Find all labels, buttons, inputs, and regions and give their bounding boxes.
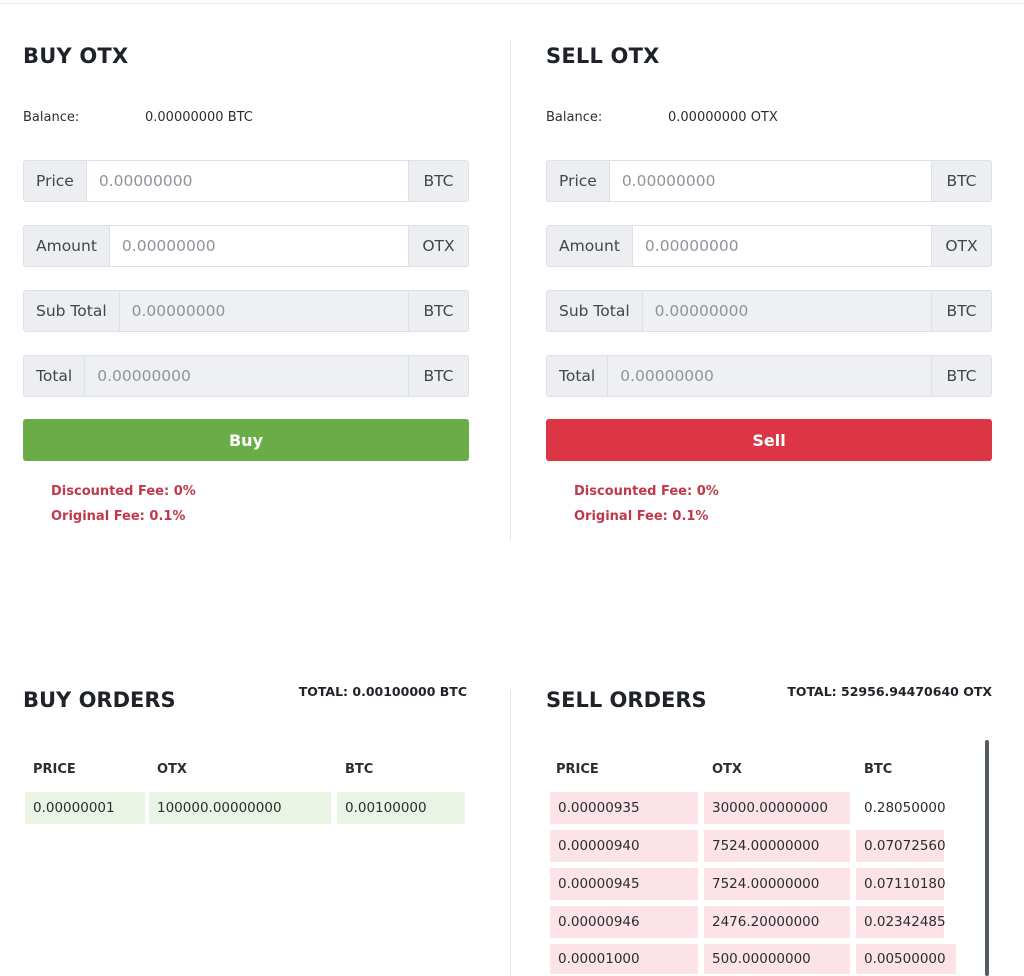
sell-price-label: Price — [547, 161, 610, 201]
sell-order-otx: 30000.00000000 — [704, 792, 850, 824]
sell-order-price: 0.00000946 — [550, 906, 698, 938]
sell-subtotal-unit: BTC — [931, 291, 991, 331]
buy-balance: Balance: 0.00000000 BTC — [23, 110, 253, 125]
sell-order-otx: 2476.20000000 — [704, 906, 850, 938]
buy-col-btc: BTC — [345, 762, 374, 777]
buy-col-price: PRICE — [33, 762, 76, 777]
sell-balance-label: Balance: — [546, 110, 603, 125]
sell-total-group: Total BTC — [546, 355, 992, 397]
sell-order-price: 0.00000945 — [550, 868, 698, 900]
buy-orders-total: TOTAL: 0.00100000 BTC — [298, 684, 467, 699]
sell-total-label: Total — [547, 356, 609, 396]
sell-order-price: 0.00000940 — [550, 830, 698, 862]
buy-orders-title: BUY ORDERS — [23, 688, 176, 712]
sell-amount-group: Amount OTX — [546, 225, 992, 267]
sell-amount-label: Amount — [547, 226, 633, 266]
buy-total-field — [85, 356, 408, 396]
sell-order-btc: 0.00500000 — [856, 944, 956, 974]
buy-col-otx: OTX — [157, 762, 187, 777]
sell-subtotal-label: Sub Total — [547, 291, 643, 331]
sell-form-title: SELL OTX — [546, 44, 660, 68]
buy-original-fee: Original Fee: 0.1% — [51, 509, 186, 524]
buy-total-label: Total — [24, 356, 86, 396]
sell-price-unit: BTC — [931, 161, 991, 201]
sell-amount-input[interactable] — [632, 226, 931, 266]
sell-orders: SELL ORDERS TOTAL: 52956.94470640 OTX PR… — [546, 684, 992, 976]
top-border — [0, 0, 1024, 4]
sell-form: SELL OTX Balance: 0.00000000 OTX Price B… — [546, 44, 992, 534]
buy-price-unit: BTC — [408, 161, 468, 201]
sell-order-price: 0.00000935 — [550, 792, 698, 824]
buy-amount-input[interactable] — [109, 226, 408, 266]
sell-amount-unit: OTX — [931, 226, 991, 266]
sell-price-input[interactable] — [609, 161, 931, 201]
sell-total-unit: BTC — [931, 356, 991, 396]
sell-subtotal-group: Sub Total BTC — [546, 290, 992, 332]
buy-balance-value: 0.00000000 BTC — [145, 110, 253, 125]
sell-order-otx: 500.00000000 — [704, 944, 850, 974]
sell-order-btc: 0.07072560 — [856, 830, 946, 862]
buy-subtotal-label: Sub Total — [24, 291, 120, 331]
buy-order-price: 0.00000001 — [25, 792, 145, 824]
buy-amount-unit: OTX — [408, 226, 468, 266]
buy-price-input[interactable] — [86, 161, 408, 201]
sell-orders-title: SELL ORDERS — [546, 688, 707, 712]
buy-discounted-fee: Discounted Fee: 0% — [51, 484, 196, 499]
buy-price-label: Price — [24, 161, 87, 201]
sell-order-btc: 0.02342485 — [856, 906, 946, 938]
buy-subtotal-group: Sub Total BTC — [23, 290, 469, 332]
buy-button[interactable]: Buy — [23, 419, 469, 461]
buy-amount-label: Amount — [24, 226, 110, 266]
sell-price-group: Price BTC — [546, 160, 992, 202]
sell-orders-scrollbar[interactable] — [985, 740, 989, 976]
orders-divider — [510, 690, 511, 976]
buy-form: BUY OTX Balance: 0.00000000 BTC Price BT… — [23, 44, 469, 534]
buy-total-group: Total BTC — [23, 355, 469, 397]
buy-price-group: Price BTC — [23, 160, 469, 202]
sell-order-otx: 7524.00000000 — [704, 830, 850, 862]
sell-discounted-fee: Discounted Fee: 0% — [574, 484, 719, 499]
buy-order-btc: 0.00100000 — [337, 792, 465, 824]
buy-amount-group: Amount OTX — [23, 225, 469, 267]
sell-button[interactable]: Sell — [546, 419, 992, 461]
buy-balance-label: Balance: — [23, 110, 80, 125]
sell-subtotal-field — [642, 291, 931, 331]
sell-order-btc: 0.07110180 — [856, 868, 946, 900]
sell-original-fee: Original Fee: 0.1% — [574, 509, 709, 524]
buy-subtotal-unit: BTC — [408, 291, 468, 331]
buy-subtotal-field — [119, 291, 408, 331]
sell-order-btc: 0.28050000 — [864, 800, 946, 816]
buy-orders: BUY ORDERS TOTAL: 0.00100000 BTC PRICE O… — [23, 684, 469, 976]
sell-total-field — [608, 356, 931, 396]
sell-balance: Balance: 0.00000000 OTX — [546, 110, 778, 125]
sell-col-otx: OTX — [712, 762, 742, 777]
sell-balance-value: 0.00000000 OTX — [668, 110, 778, 125]
buy-total-unit: BTC — [408, 356, 468, 396]
sell-order-price: 0.00001000 — [550, 944, 698, 974]
forms-divider — [510, 40, 511, 540]
sell-col-btc: BTC — [864, 762, 893, 777]
sell-order-otx: 7524.00000000 — [704, 868, 850, 900]
buy-form-title: BUY OTX — [23, 44, 129, 68]
buy-order-otx: 100000.00000000 — [149, 792, 331, 824]
sell-orders-total: TOTAL: 52956.94470640 OTX — [787, 684, 992, 699]
sell-col-price: PRICE — [556, 762, 599, 777]
